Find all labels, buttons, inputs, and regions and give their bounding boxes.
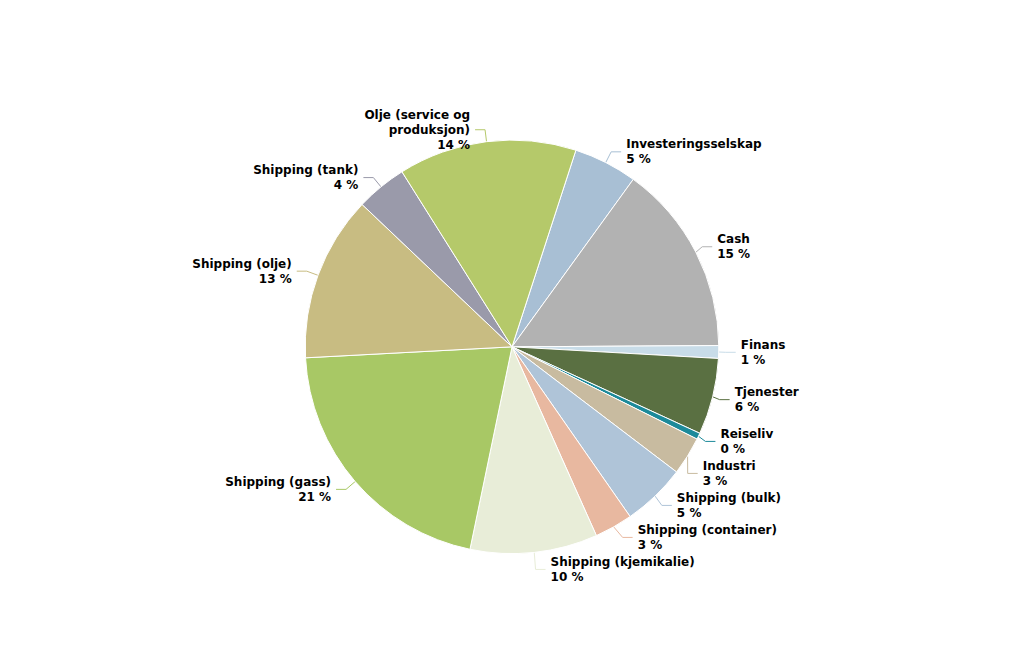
svg-text:Finans: Finans bbox=[741, 338, 786, 352]
svg-text:Shipping (container): Shipping (container) bbox=[638, 523, 777, 537]
svg-text:Shipping (gass): Shipping (gass) bbox=[225, 475, 331, 489]
svg-text:Shipping (tank): Shipping (tank) bbox=[253, 163, 358, 177]
svg-text:13 %: 13 % bbox=[259, 272, 292, 286]
svg-text:Investeringsselskap: Investeringsselskap bbox=[626, 137, 762, 151]
svg-text:Reiseliv: Reiseliv bbox=[720, 427, 773, 441]
svg-text:1 %: 1 % bbox=[741, 353, 766, 367]
svg-text:0 %: 0 % bbox=[720, 442, 745, 456]
svg-text:14 %: 14 % bbox=[437, 138, 470, 152]
svg-text:21 %: 21 % bbox=[298, 490, 331, 504]
svg-text:3 %: 3 % bbox=[703, 474, 728, 488]
svg-text:5 %: 5 % bbox=[626, 152, 651, 166]
svg-text:6 %: 6 % bbox=[735, 400, 760, 414]
svg-text:Olje (service og: Olje (service og bbox=[364, 108, 470, 122]
svg-text:4 %: 4 % bbox=[334, 178, 359, 192]
svg-text:15 %: 15 % bbox=[717, 247, 750, 261]
svg-text:Cash: Cash bbox=[717, 232, 750, 246]
svg-text:5 %: 5 % bbox=[677, 506, 702, 520]
svg-text:produksjon): produksjon) bbox=[389, 123, 470, 137]
svg-text:3 %: 3 % bbox=[638, 538, 663, 552]
svg-text:10 %: 10 % bbox=[551, 570, 584, 584]
svg-text:Shipping (bulk): Shipping (bulk) bbox=[677, 491, 781, 505]
svg-text:Shipping (kjemikalie): Shipping (kjemikalie) bbox=[551, 555, 695, 569]
svg-text:Shipping (olje): Shipping (olje) bbox=[192, 257, 291, 271]
svg-text:Tjenester: Tjenester bbox=[735, 385, 799, 399]
svg-text:Industri: Industri bbox=[703, 459, 756, 473]
